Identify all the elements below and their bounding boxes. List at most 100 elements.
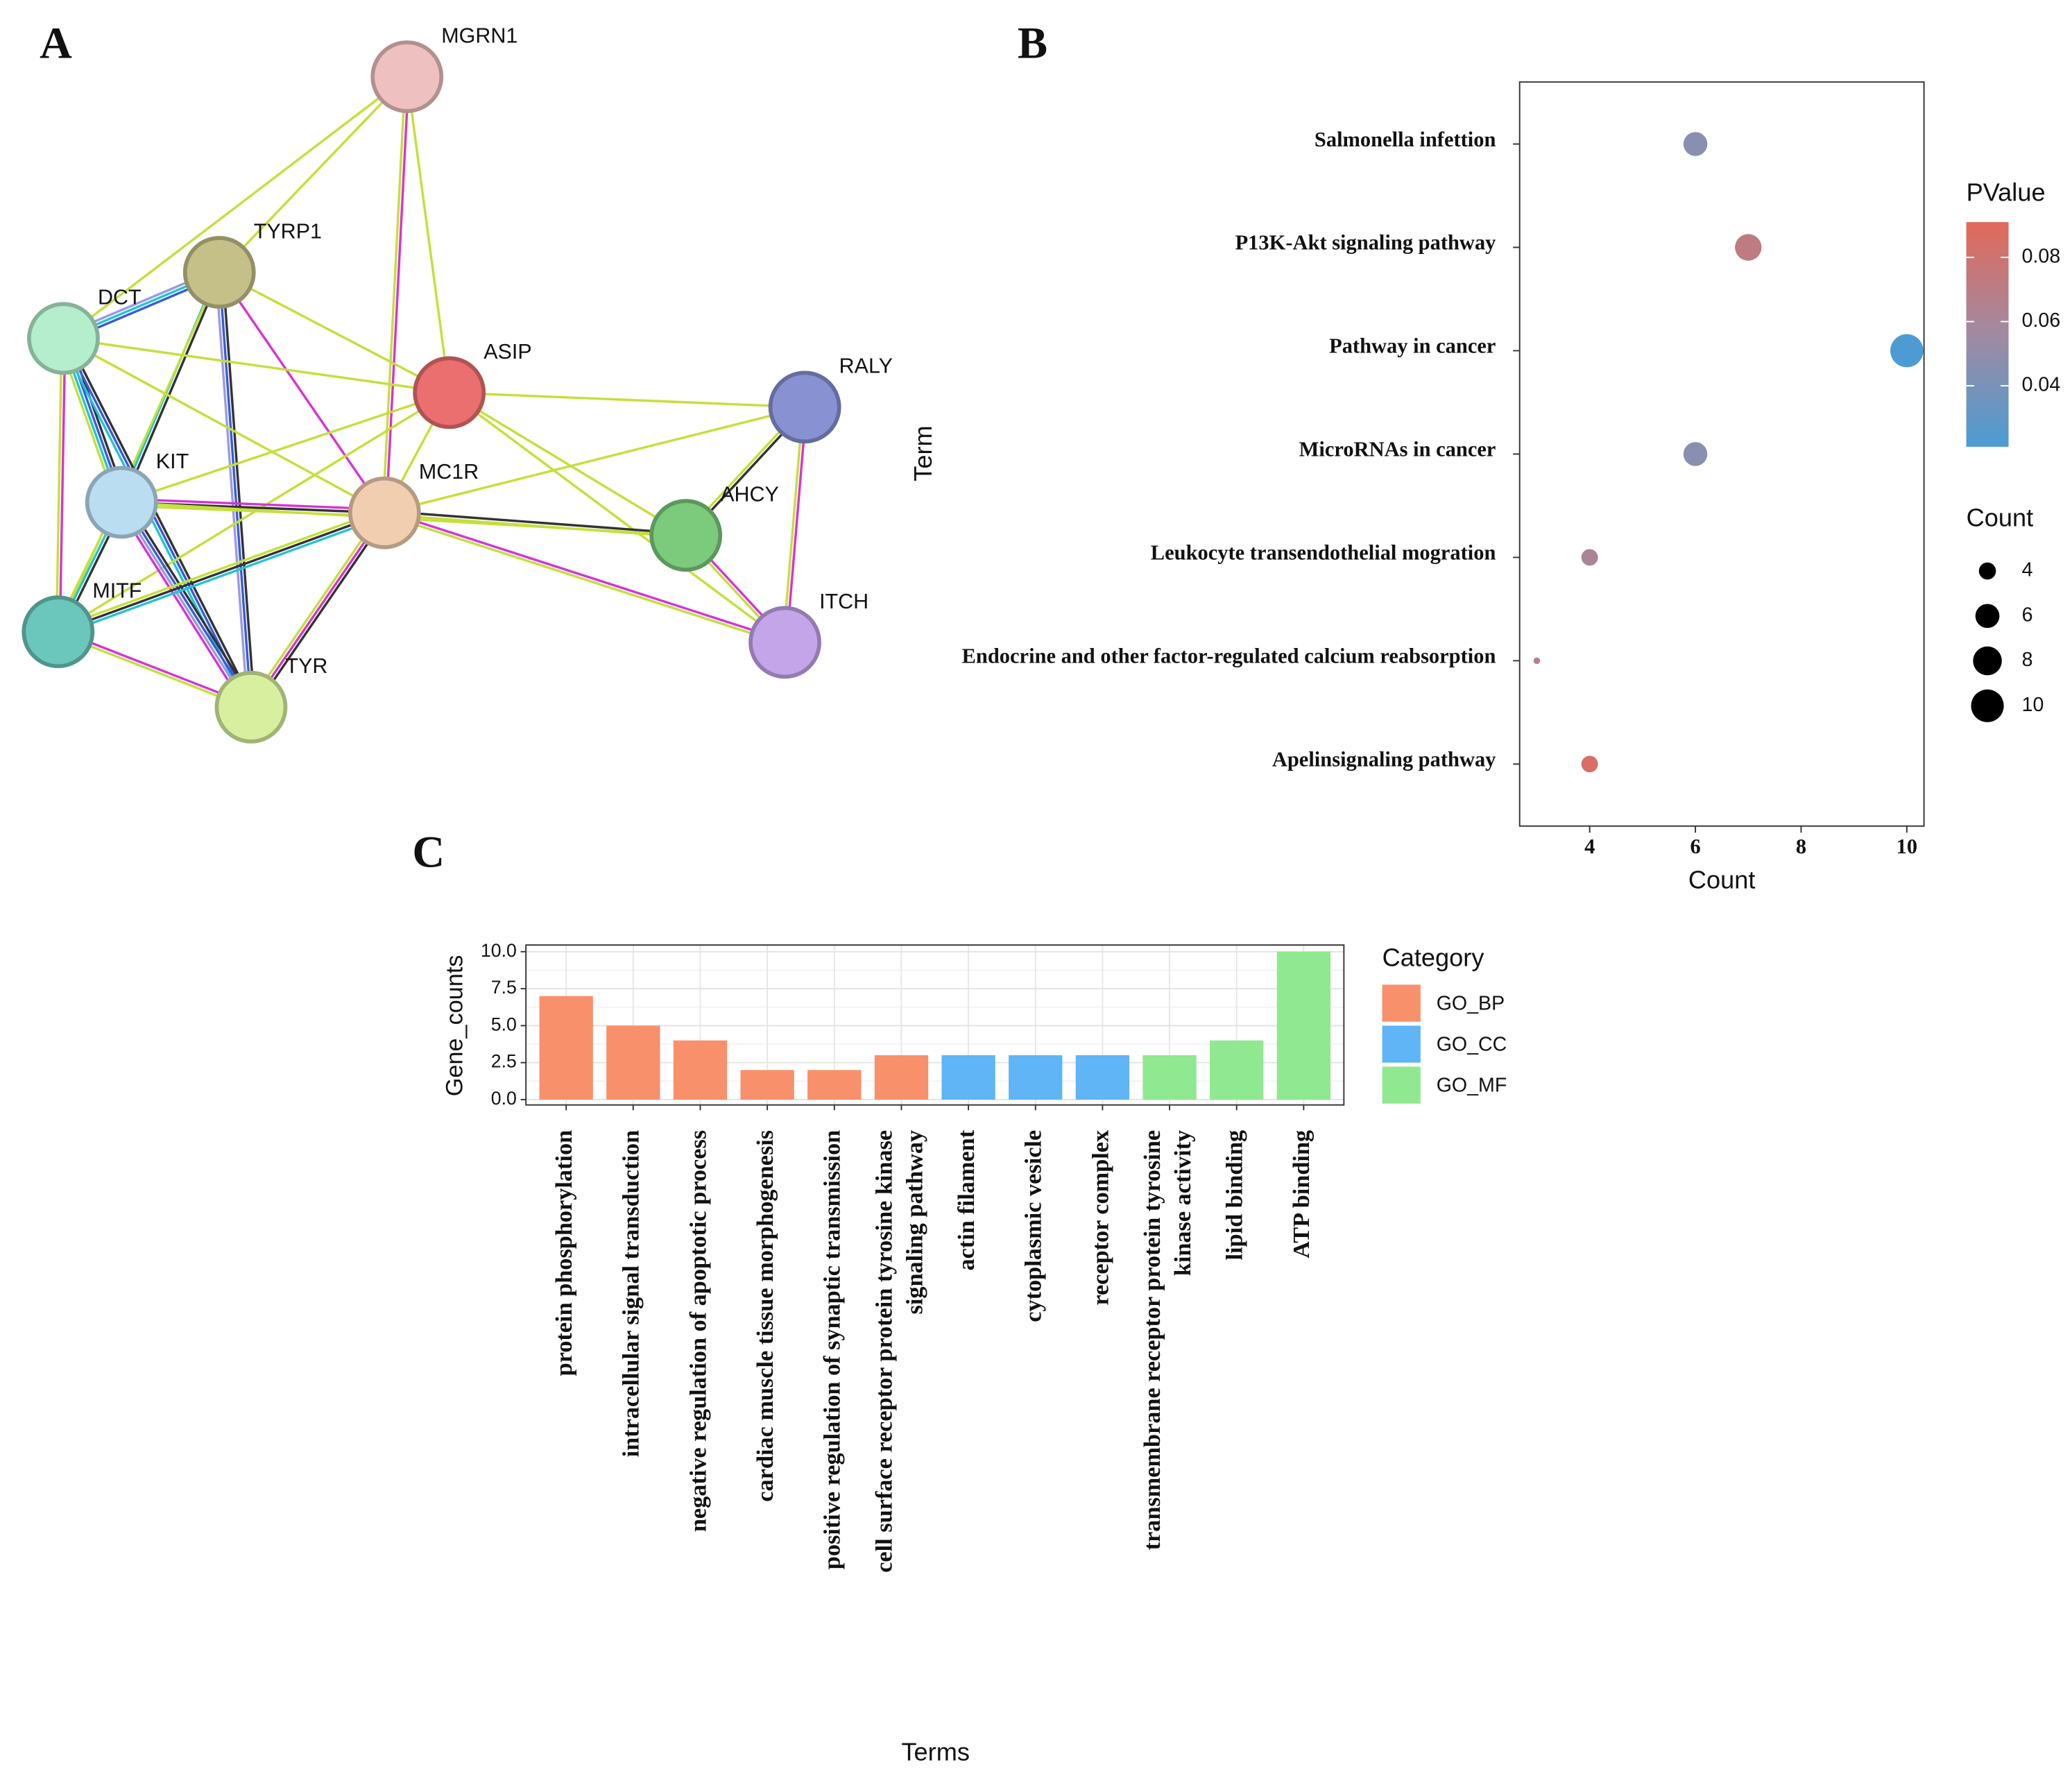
edge (448, 391, 786, 644)
bar (1075, 1055, 1130, 1100)
node (748, 606, 821, 679)
size-key (1978, 562, 1996, 580)
x-tick-label: receptor complex (1087, 1130, 1113, 1306)
x-tick-label: protein phosphorylation (551, 1130, 577, 1376)
legend-label: GO_BP (1437, 992, 1505, 1014)
legend-key (1382, 1066, 1421, 1104)
node (413, 356, 486, 429)
edge (782, 407, 805, 642)
bar (606, 1025, 660, 1100)
y-axis-label: Term (909, 425, 937, 481)
dot (1581, 549, 1598, 566)
size-label: 10 (2022, 694, 2044, 716)
legend-title: Count (1967, 503, 2034, 531)
edge (218, 76, 408, 273)
edge (63, 337, 449, 394)
edge (59, 339, 250, 710)
edge (58, 515, 386, 636)
x-axis-label: Count (1688, 865, 1756, 894)
node-ring (748, 606, 821, 679)
node-label: ITCH (819, 590, 868, 613)
node-label: MC1R (419, 460, 479, 484)
x-tick-label: 4 (1584, 835, 1595, 858)
x-tick-label: positive regulation of synaptic transmis… (819, 1130, 846, 1569)
node (182, 236, 256, 309)
node (214, 670, 288, 744)
node (370, 40, 444, 113)
x-tick-label: ATP binding (1288, 1130, 1315, 1259)
bar (874, 1055, 929, 1100)
legend-label: GO_CC (1437, 1033, 1507, 1055)
edge (247, 510, 383, 706)
y-tick-label: P13K-Akt signaling pathway (1235, 231, 1496, 255)
node (768, 370, 841, 444)
edge (384, 513, 785, 645)
y-tick-label: 5.0 (491, 1014, 517, 1034)
bar (1009, 1055, 1063, 1100)
edge (384, 406, 805, 514)
edge (385, 76, 410, 513)
edge (214, 272, 249, 708)
dot (1735, 234, 1762, 261)
node-label: RALY (839, 355, 893, 378)
node-label: ASIP (483, 340, 531, 364)
edge (62, 337, 386, 514)
edge (121, 391, 450, 504)
node-label: DCT (98, 286, 142, 309)
edge (121, 500, 254, 707)
dot (1581, 756, 1598, 773)
x-tick-label: transmembrane receptor protein tyrosine k… (1139, 1130, 1196, 1551)
edge (125, 499, 257, 706)
y-tick-label: Leukocyte transendothelial mogration (1151, 541, 1496, 565)
node-ring (348, 476, 421, 549)
node-ring (413, 356, 486, 429)
node-ring (182, 236, 256, 309)
edge (121, 272, 223, 504)
legend-key (1382, 1025, 1421, 1063)
edge (384, 510, 786, 642)
x-tick-label: cytoplasmic vesicle (1020, 1130, 1047, 1322)
bar (673, 1040, 728, 1100)
edge (119, 502, 251, 709)
size-label: 4 (2022, 559, 2033, 581)
y-tick-label: 7.5 (491, 977, 517, 998)
bar (1210, 1040, 1264, 1100)
node-ring (370, 40, 444, 113)
edge (55, 338, 63, 632)
node-ring (85, 466, 158, 539)
y-tick-label: MicroRNAs in cancer (1299, 438, 1496, 461)
node-ring (214, 670, 288, 744)
edge (62, 337, 252, 708)
node-label: MITF (92, 579, 142, 603)
x-tick-label: negative regulation of apoptotic process (685, 1130, 711, 1532)
dot (1683, 442, 1708, 466)
x-tick-label: actin filament (953, 1129, 979, 1270)
legend-key (1382, 984, 1421, 1022)
x-tick-label: 6 (1690, 835, 1700, 858)
node-label: MGRN1 (441, 24, 517, 47)
dot (1533, 657, 1541, 665)
y-tick-label: 10.0 (481, 940, 517, 961)
colorbar-label: 0.04 (2022, 374, 2061, 396)
edge (218, 271, 386, 514)
edge (785, 407, 808, 643)
edge (250, 512, 386, 708)
panel-label: A (40, 19, 72, 69)
y-axis-label: Gene_counts (441, 955, 468, 1096)
x-tick-label: intracellular signal transduction (618, 1130, 644, 1458)
node-ring (649, 499, 723, 572)
bar (1276, 951, 1331, 1100)
y-tick-label: 2.5 (491, 1051, 517, 1072)
size-label: 8 (2022, 649, 2033, 671)
x-tick-label: 8 (1796, 835, 1806, 858)
bar (807, 1070, 862, 1100)
panel-label: B (1018, 19, 1047, 69)
node (27, 302, 100, 375)
size-key (1973, 646, 2002, 676)
bar (740, 1070, 794, 1100)
size-key (1971, 689, 2004, 722)
bar (1142, 1055, 1197, 1100)
edge (57, 271, 221, 633)
bar (539, 996, 593, 1100)
dot (1890, 334, 1924, 368)
